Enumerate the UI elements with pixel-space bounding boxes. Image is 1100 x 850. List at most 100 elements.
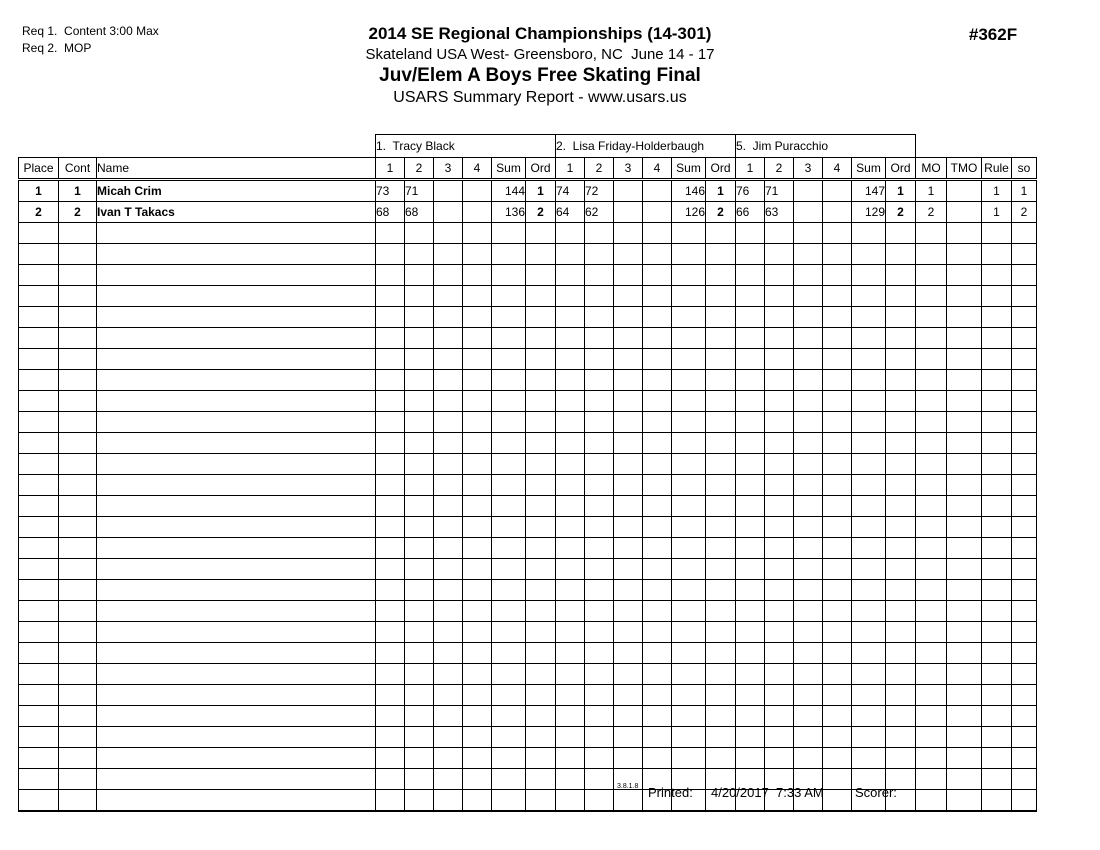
ord-cell bbox=[525, 726, 556, 748]
sum-cell bbox=[671, 432, 706, 454]
name-cell bbox=[96, 537, 376, 559]
mark-cell bbox=[735, 369, 765, 391]
mark-cell bbox=[555, 684, 585, 706]
mark-cell bbox=[555, 621, 585, 643]
sum-cell bbox=[851, 369, 886, 391]
mark-cell bbox=[555, 747, 585, 769]
sum-cell bbox=[851, 453, 886, 475]
mark-cell bbox=[433, 579, 463, 601]
mark-cell bbox=[764, 558, 794, 580]
table-row bbox=[18, 558, 1037, 580]
ord-cell bbox=[705, 600, 736, 622]
mark-cell bbox=[404, 348, 434, 370]
mark-cell bbox=[375, 390, 405, 412]
sum-cell bbox=[671, 369, 706, 391]
mark-cell bbox=[404, 243, 434, 265]
mark-cell bbox=[433, 600, 463, 622]
table-row bbox=[18, 663, 1037, 685]
doc-number: #362F bbox=[968, 25, 1018, 44]
mark-cell bbox=[555, 495, 585, 517]
name-cell bbox=[96, 411, 376, 433]
sum-cell bbox=[671, 705, 706, 727]
ord-cell bbox=[705, 558, 736, 580]
ord-cell bbox=[705, 495, 736, 517]
mark-cell bbox=[642, 369, 672, 391]
mark-cell bbox=[764, 474, 794, 496]
tmo-cell bbox=[946, 243, 982, 265]
tmo-cell bbox=[946, 747, 982, 769]
mark-cell bbox=[404, 390, 434, 412]
place-cell bbox=[18, 537, 59, 559]
mark-cell bbox=[375, 558, 405, 580]
mark-cell bbox=[584, 747, 614, 769]
mark-cell bbox=[555, 306, 585, 328]
ord-cell bbox=[525, 222, 556, 244]
rule-cell bbox=[981, 600, 1012, 622]
so-cell bbox=[1011, 474, 1037, 496]
sum-cell bbox=[851, 558, 886, 580]
mark-cell bbox=[764, 726, 794, 748]
sum-cell bbox=[671, 453, 706, 475]
ord-cell bbox=[885, 348, 916, 370]
place-cell: 1 bbox=[18, 179, 59, 202]
sum-cell bbox=[851, 306, 886, 328]
mark-cell bbox=[642, 327, 672, 349]
ord-cell bbox=[525, 474, 556, 496]
mo-cell bbox=[915, 453, 947, 475]
name-cell bbox=[96, 642, 376, 664]
mark-cell bbox=[793, 474, 823, 496]
sum-cell bbox=[851, 726, 886, 748]
place-cell bbox=[18, 369, 59, 391]
mark-cell bbox=[433, 495, 463, 517]
ord-cell bbox=[525, 537, 556, 559]
ord-cell bbox=[705, 516, 736, 538]
col-header-sum: Sum bbox=[851, 157, 886, 181]
sum-cell bbox=[491, 642, 526, 664]
mark-cell bbox=[822, 306, 852, 328]
mark-cell bbox=[642, 348, 672, 370]
mark-cell bbox=[735, 495, 765, 517]
mark-cell bbox=[764, 264, 794, 286]
mark-cell bbox=[793, 747, 823, 769]
table-row bbox=[18, 537, 1037, 559]
ord-cell bbox=[885, 306, 916, 328]
mark-cell bbox=[433, 243, 463, 265]
mark-cell bbox=[822, 285, 852, 307]
sum-cell bbox=[851, 495, 886, 517]
place-cell: 2 bbox=[18, 201, 59, 223]
mo-cell bbox=[915, 747, 947, 769]
mark-cell bbox=[822, 348, 852, 370]
col-header-place: Place bbox=[18, 157, 59, 181]
mark-cell bbox=[822, 705, 852, 727]
tmo-cell bbox=[946, 726, 982, 748]
mark-cell bbox=[822, 411, 852, 433]
ord-cell bbox=[885, 747, 916, 769]
ord-cell bbox=[885, 432, 916, 454]
ord-cell bbox=[705, 747, 736, 769]
mark-cell bbox=[613, 600, 643, 622]
mark-cell bbox=[764, 390, 794, 412]
mo-cell bbox=[915, 390, 947, 412]
mark-cell bbox=[433, 684, 463, 706]
mark-cell bbox=[555, 600, 585, 622]
table-row bbox=[18, 369, 1037, 391]
place-cell bbox=[18, 600, 59, 622]
ord-cell bbox=[705, 369, 736, 391]
cont-cell bbox=[58, 705, 97, 727]
mark-cell bbox=[793, 179, 823, 202]
so-cell bbox=[1011, 705, 1037, 727]
mark-cell bbox=[462, 179, 492, 202]
mark-cell bbox=[462, 495, 492, 517]
mark-cell bbox=[555, 663, 585, 685]
sum-cell bbox=[671, 537, 706, 559]
place-cell bbox=[18, 474, 59, 496]
ord-cell bbox=[525, 495, 556, 517]
rule-cell bbox=[981, 432, 1012, 454]
ord-cell bbox=[525, 663, 556, 685]
sum-cell: 129 bbox=[851, 201, 886, 223]
ord-cell bbox=[525, 684, 556, 706]
mark-cell bbox=[433, 306, 463, 328]
ord-cell bbox=[885, 222, 916, 244]
mark-cell bbox=[404, 306, 434, 328]
mark-cell bbox=[613, 621, 643, 643]
